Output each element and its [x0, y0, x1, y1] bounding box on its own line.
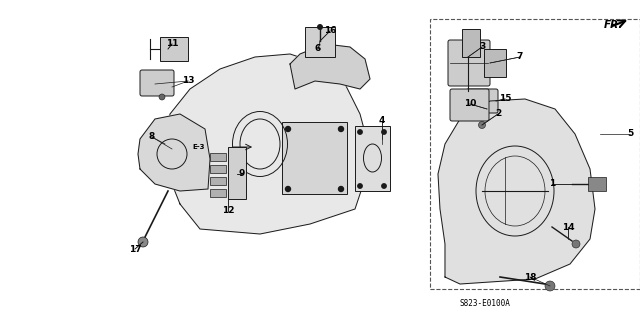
- Ellipse shape: [159, 94, 165, 100]
- Text: 1: 1: [549, 180, 555, 189]
- Text: 7: 7: [517, 53, 523, 62]
- Polygon shape: [438, 99, 595, 284]
- Polygon shape: [165, 54, 368, 234]
- Ellipse shape: [317, 24, 323, 30]
- Circle shape: [285, 127, 291, 131]
- Text: 13: 13: [182, 77, 195, 85]
- Bar: [210, 189, 226, 197]
- Circle shape: [339, 127, 344, 131]
- Bar: [228, 147, 246, 199]
- Circle shape: [285, 187, 291, 191]
- Polygon shape: [138, 114, 210, 191]
- Text: 4: 4: [379, 116, 385, 125]
- Circle shape: [339, 187, 344, 191]
- Bar: [430, 19, 640, 289]
- Ellipse shape: [572, 240, 580, 248]
- Text: 10: 10: [464, 100, 476, 108]
- Text: E-3: E-3: [193, 144, 205, 150]
- Text: 11: 11: [166, 40, 179, 48]
- Text: 14: 14: [562, 222, 574, 232]
- Bar: [210, 165, 226, 173]
- Bar: [355, 126, 390, 191]
- Text: 17: 17: [129, 244, 141, 254]
- Text: 16: 16: [324, 26, 336, 35]
- Text: 8: 8: [149, 132, 155, 142]
- Bar: [160, 37, 188, 61]
- Circle shape: [358, 184, 362, 188]
- Ellipse shape: [545, 281, 555, 291]
- Bar: [210, 153, 226, 161]
- Text: 5: 5: [627, 130, 633, 138]
- Bar: [462, 29, 480, 57]
- Text: 3: 3: [479, 42, 485, 51]
- FancyBboxPatch shape: [448, 40, 490, 86]
- Polygon shape: [290, 44, 370, 89]
- Text: 18: 18: [524, 272, 536, 281]
- Ellipse shape: [479, 122, 486, 129]
- Text: FR.: FR.: [604, 20, 623, 30]
- Bar: [588, 177, 606, 191]
- Bar: [210, 177, 226, 185]
- Text: 2: 2: [495, 109, 501, 118]
- FancyBboxPatch shape: [140, 70, 174, 96]
- Bar: [282, 122, 347, 194]
- Circle shape: [358, 130, 362, 134]
- Text: 9: 9: [239, 169, 245, 179]
- Text: S823-E0100A: S823-E0100A: [460, 300, 511, 308]
- FancyBboxPatch shape: [466, 89, 498, 113]
- Bar: [484, 49, 506, 77]
- FancyBboxPatch shape: [450, 89, 489, 121]
- Text: 15: 15: [499, 94, 511, 103]
- Text: 6: 6: [315, 44, 321, 54]
- Text: 12: 12: [221, 206, 234, 216]
- Ellipse shape: [138, 237, 148, 247]
- Circle shape: [382, 184, 386, 188]
- Circle shape: [382, 130, 386, 134]
- Bar: [305, 27, 335, 57]
